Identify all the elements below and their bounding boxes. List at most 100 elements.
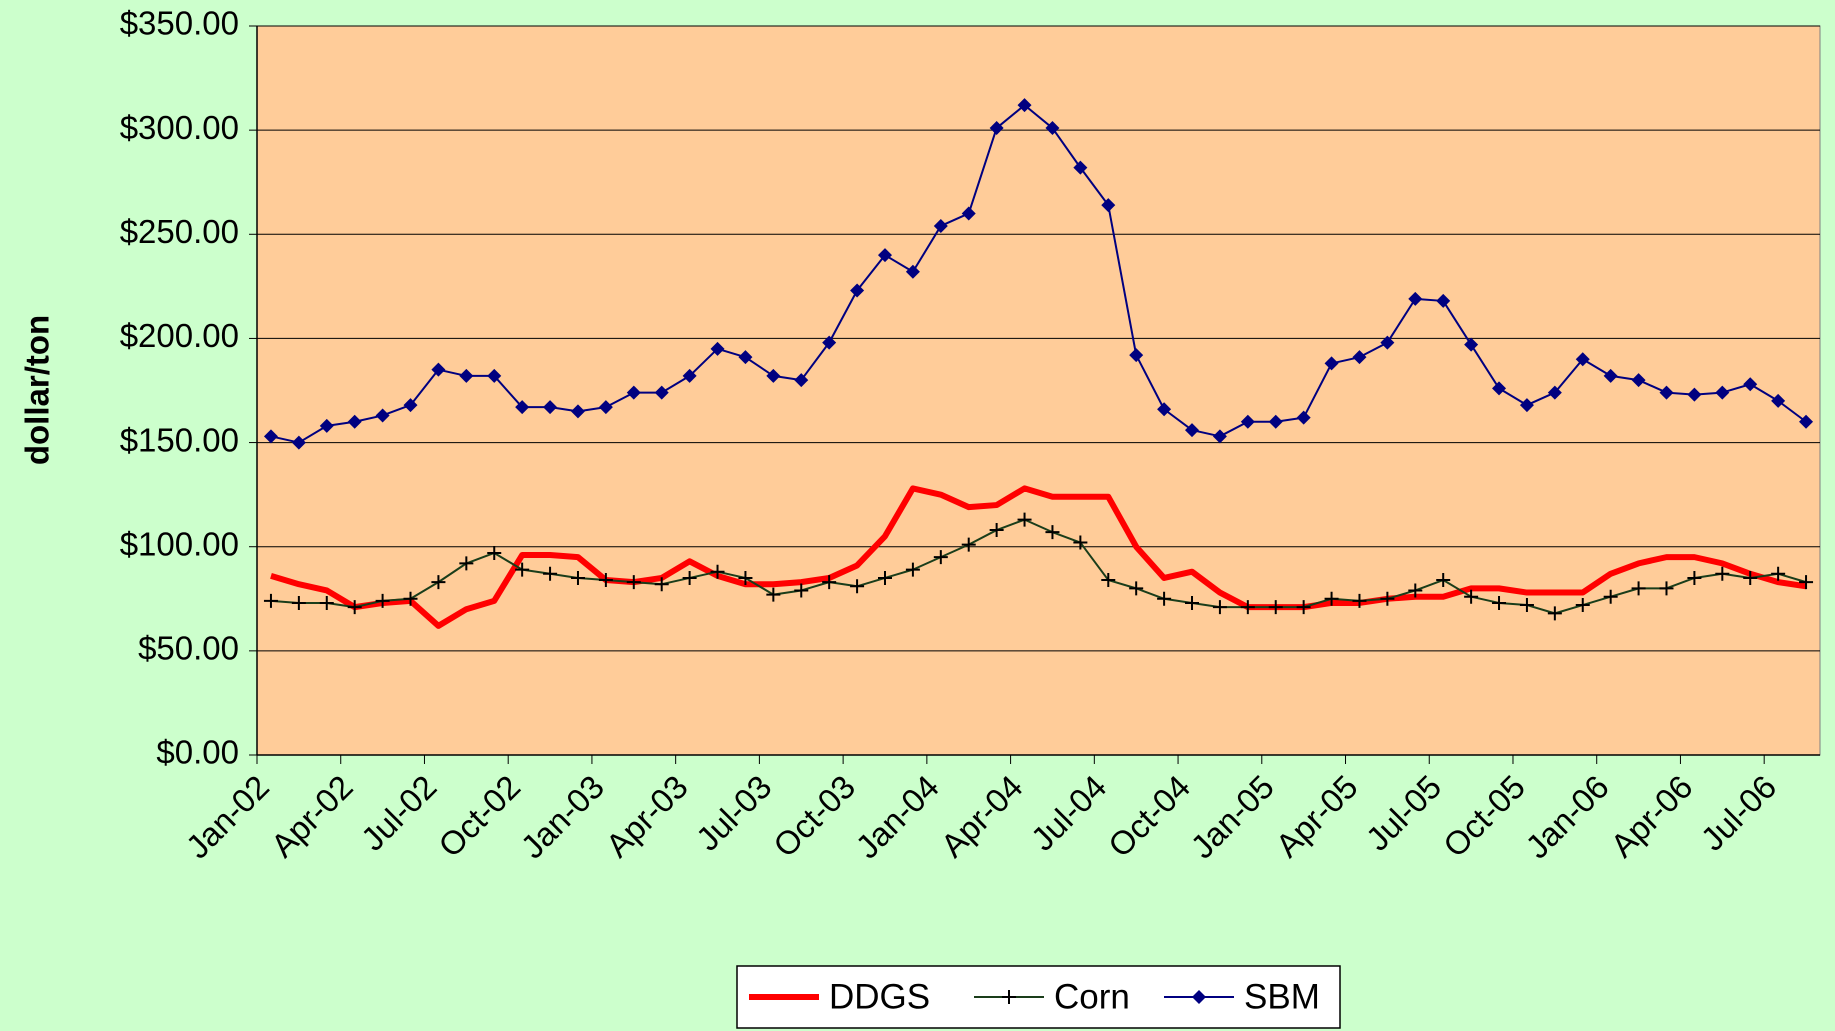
data-point	[1464, 337, 1479, 352]
plot-area	[256, 25, 1821, 756]
data-point	[1212, 429, 1227, 444]
data-point	[1101, 198, 1116, 213]
data-point	[961, 206, 976, 221]
y-tick-label: $100.00	[120, 525, 239, 562]
data-point	[487, 545, 502, 560]
data-point	[487, 368, 502, 383]
y-tick-label: $50.00	[138, 630, 239, 667]
data-point	[1157, 591, 1172, 606]
data-point	[1631, 373, 1646, 388]
data-point	[933, 550, 948, 565]
data-point	[291, 595, 306, 610]
data-point	[1631, 581, 1646, 596]
data-point	[403, 398, 418, 413]
y-tick-label: $250.00	[120, 213, 239, 250]
data-point	[905, 562, 920, 577]
data-point	[1799, 575, 1814, 590]
data-point	[1073, 535, 1088, 550]
data-point	[1073, 160, 1088, 175]
data-point	[654, 385, 669, 400]
data-point	[459, 368, 474, 383]
data-point	[1715, 385, 1730, 400]
data-point	[431, 362, 446, 377]
data-point	[989, 523, 1004, 538]
data-point	[626, 385, 641, 400]
data-point	[1659, 385, 1674, 400]
data-point	[905, 264, 920, 279]
data-point	[515, 562, 530, 577]
data-point	[933, 218, 948, 233]
data-point	[431, 575, 446, 590]
y-tick-label: $300.00	[120, 109, 239, 146]
data-point	[1185, 595, 1200, 610]
data-point	[1575, 352, 1590, 367]
data-point	[1296, 410, 1311, 425]
data-point	[1240, 600, 1255, 615]
data-point	[794, 583, 809, 598]
data-point	[319, 595, 334, 610]
data-point	[1324, 356, 1339, 371]
data-point	[1547, 606, 1562, 621]
data-point	[654, 577, 669, 592]
legend-marker	[1192, 990, 1206, 1004]
data-point	[375, 408, 390, 423]
data-point	[598, 573, 613, 588]
data-point	[1380, 335, 1395, 350]
data-point	[1771, 393, 1786, 408]
data-point	[375, 593, 390, 608]
data-point	[319, 418, 334, 433]
y-tick-label: $200.00	[120, 317, 239, 354]
data-point	[1436, 293, 1451, 308]
data-point	[347, 600, 362, 615]
y-tick-label: $0.00	[156, 734, 239, 771]
data-point	[877, 570, 892, 585]
data-point	[543, 400, 558, 415]
data-point	[710, 564, 725, 579]
data-point	[1296, 600, 1311, 615]
data-point	[1436, 573, 1451, 588]
data-point	[1715, 566, 1730, 581]
data-point	[570, 570, 585, 585]
data-point	[738, 570, 753, 585]
data-point	[1212, 600, 1227, 615]
data-point	[263, 429, 278, 444]
data-point	[515, 400, 530, 415]
data-point	[1268, 600, 1283, 615]
data-point	[989, 121, 1004, 136]
data-point	[1519, 598, 1534, 613]
data-point	[1352, 593, 1367, 608]
data-point	[459, 556, 474, 571]
data-point	[877, 248, 892, 263]
data-point	[1352, 350, 1367, 365]
data-point	[1185, 423, 1200, 438]
data-point	[850, 579, 865, 594]
data-point	[766, 368, 781, 383]
data-point	[1659, 581, 1674, 596]
data-point	[1575, 598, 1590, 613]
series-line	[270, 485, 1807, 629]
data-point	[1408, 291, 1423, 306]
data-point	[710, 341, 725, 356]
data-point	[347, 414, 362, 429]
legend-marker	[1002, 990, 1016, 1004]
data-point	[1380, 591, 1395, 606]
data-point	[1519, 398, 1534, 413]
data-point	[1771, 566, 1786, 581]
y-axis-title: dollar/ton	[19, 315, 56, 465]
data-point	[1045, 121, 1060, 136]
data-point	[682, 368, 697, 383]
data-point	[1017, 98, 1032, 113]
data-point	[738, 350, 753, 365]
y-tick-label: $350.00	[120, 5, 239, 42]
data-point	[1240, 414, 1255, 429]
data-point	[1408, 583, 1423, 598]
legend-label: Corn	[1054, 977, 1130, 1016]
data-point	[1687, 387, 1702, 402]
data-point	[1743, 570, 1758, 585]
data-point	[1547, 385, 1562, 400]
data-point	[543, 566, 558, 581]
data-point	[1464, 589, 1479, 604]
data-point	[403, 591, 418, 606]
data-point	[682, 570, 697, 585]
